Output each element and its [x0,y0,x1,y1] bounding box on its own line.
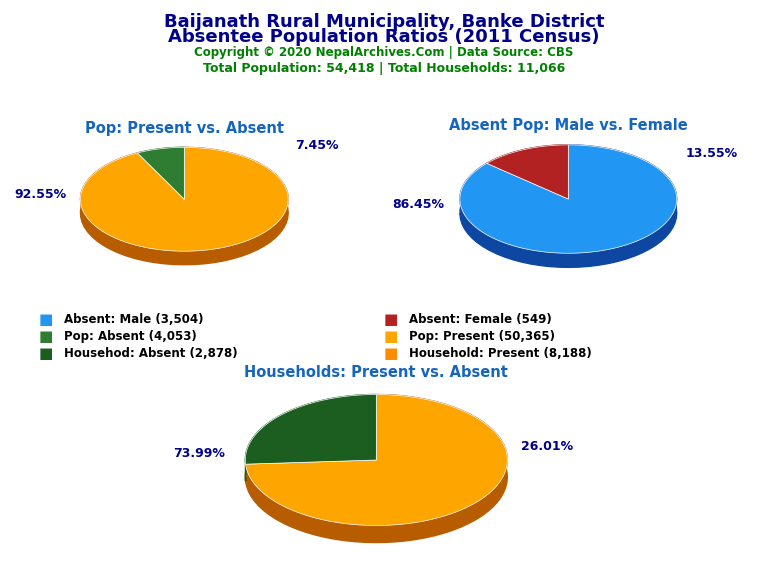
Polygon shape [246,395,508,543]
Polygon shape [81,147,288,251]
Text: ■: ■ [384,346,399,361]
Polygon shape [246,395,508,525]
Text: 73.99%: 73.99% [174,447,225,460]
Text: ■: ■ [38,346,53,361]
Polygon shape [137,147,184,166]
Text: ■: ■ [38,312,53,327]
Text: ■: ■ [384,329,399,344]
Title: Households: Present vs. Absent: Households: Present vs. Absent [244,365,508,380]
Polygon shape [245,395,376,481]
Text: Absent: Female (549): Absent: Female (549) [409,313,552,326]
Text: ■: ■ [384,312,399,327]
Text: Copyright © 2020 NepalArchives.Com | Data Source: CBS: Copyright © 2020 NepalArchives.Com | Dat… [194,46,574,59]
Polygon shape [81,147,288,265]
Text: Absent: Male (3,504): Absent: Male (3,504) [64,313,204,326]
Polygon shape [487,145,568,199]
Polygon shape [487,145,568,177]
Polygon shape [137,147,184,199]
Text: Total Population: 54,418 | Total Households: 11,066: Total Population: 54,418 | Total Househo… [203,62,565,75]
Polygon shape [460,145,677,267]
Text: ■: ■ [38,329,53,344]
Polygon shape [245,395,376,464]
Text: 26.01%: 26.01% [521,441,573,453]
Title: Pop: Present vs. Absent: Pop: Present vs. Absent [84,121,284,136]
Text: 92.55%: 92.55% [15,188,67,200]
Text: Pop: Present (50,365): Pop: Present (50,365) [409,331,555,343]
Text: Baijanath Rural Municipality, Banke District: Baijanath Rural Municipality, Banke Dist… [164,13,604,31]
Text: Household: Present (8,188): Household: Present (8,188) [409,347,592,360]
Text: 13.55%: 13.55% [685,147,737,160]
Text: 7.45%: 7.45% [296,139,339,151]
Text: Absentee Population Ratios (2011 Census): Absentee Population Ratios (2011 Census) [168,28,600,46]
Text: 86.45%: 86.45% [392,198,445,211]
Polygon shape [460,145,677,253]
Text: Pop: Absent (4,053): Pop: Absent (4,053) [64,331,197,343]
Title: Absent Pop: Male vs. Female: Absent Pop: Male vs. Female [449,118,687,133]
Text: Househod: Absent (2,878): Househod: Absent (2,878) [64,347,237,360]
